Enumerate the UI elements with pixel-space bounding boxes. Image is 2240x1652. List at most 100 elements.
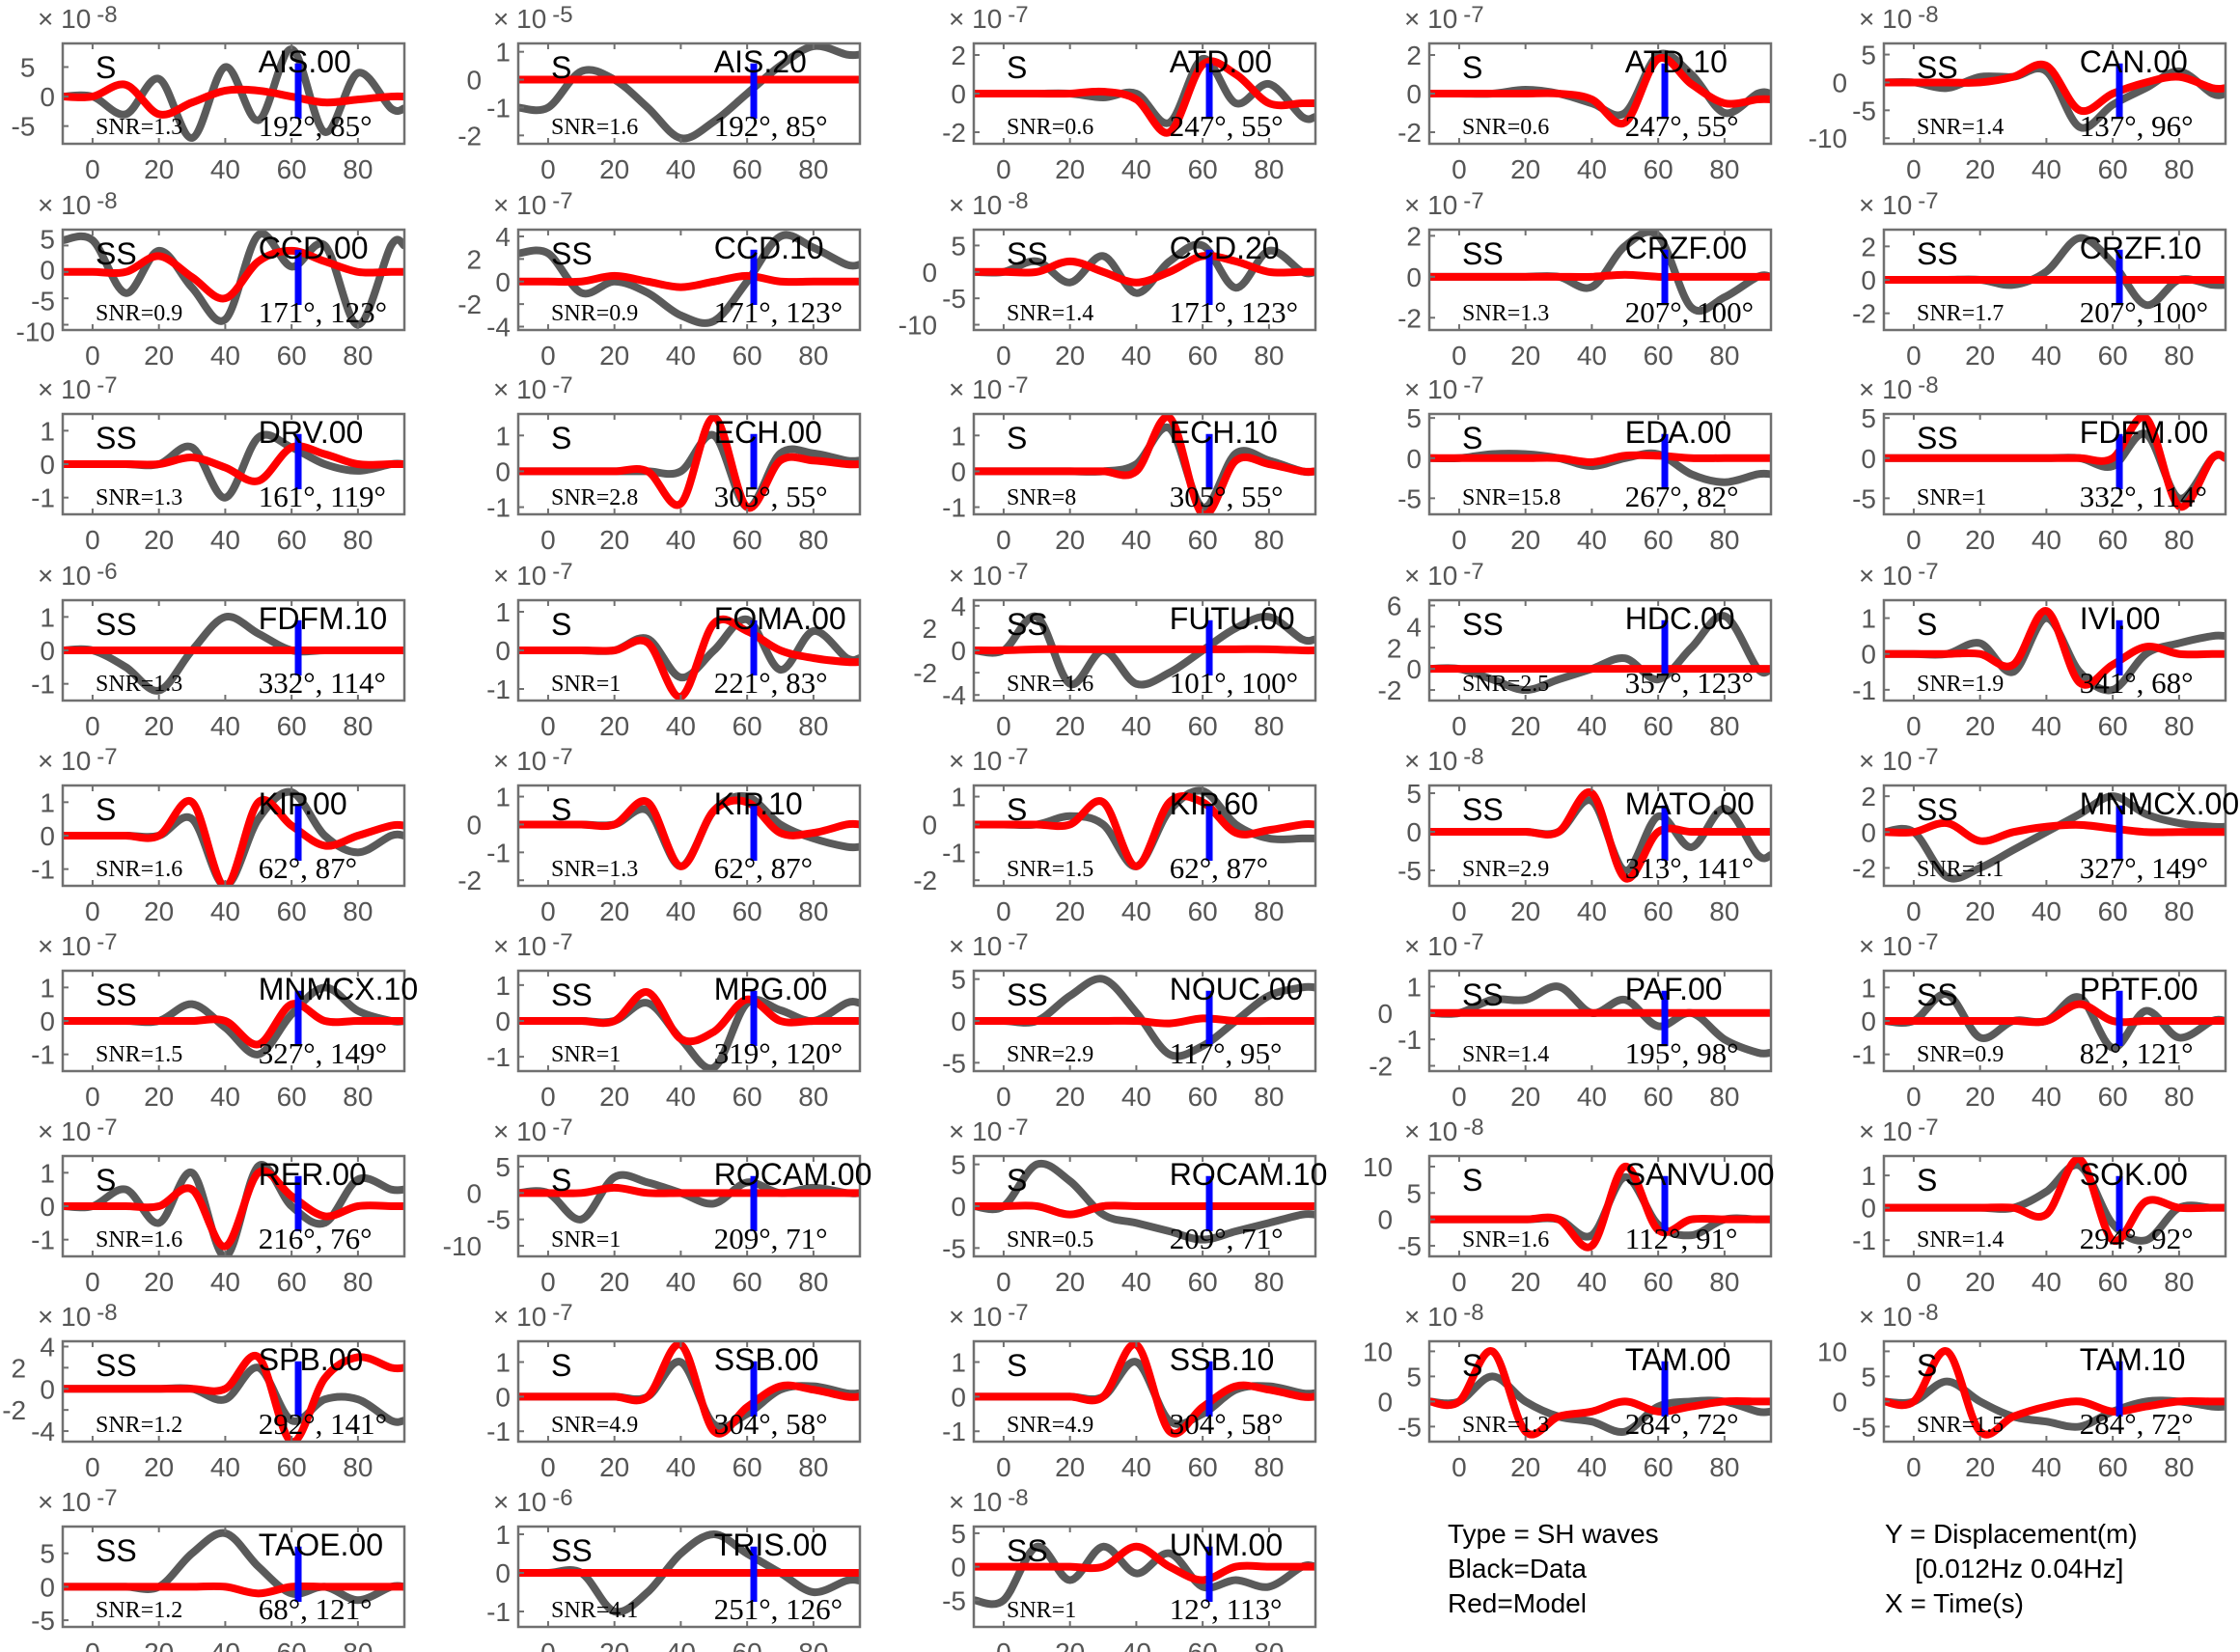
x-tick-label: 40	[1121, 341, 1151, 371]
y-tick-label: 5	[1406, 1178, 1422, 1208]
phase-label: S	[1917, 607, 1937, 642]
x-tick-label: 60	[277, 1638, 307, 1652]
phase-label: SS	[96, 421, 137, 455]
x-tick-label: 80	[2164, 525, 2194, 555]
y-tick-label: 0	[951, 1553, 966, 1583]
axes-box	[972, 1339, 1317, 1444]
y-tick-label: 5	[1861, 41, 1876, 70]
exponent-label: × 10 -7	[949, 1300, 1029, 1332]
exponent-label: × 10 -7	[949, 1115, 1029, 1146]
x-tick-label: 40	[1577, 1452, 1607, 1482]
x-tick-label: 80	[1254, 341, 1284, 371]
exponent-value: -7	[1463, 2, 1483, 28]
model-trace	[1884, 818, 2226, 845]
axes-box	[972, 1525, 1317, 1629]
x-tick-label: 40	[1577, 341, 1607, 371]
x-tick-label: 0	[1906, 1452, 1922, 1482]
axes-box	[61, 1525, 406, 1629]
y-tick-label: 1	[1861, 973, 1876, 1003]
exponent-base: × 10	[949, 1302, 1002, 1332]
x-tick-label: 20	[1965, 896, 1995, 926]
exponent-value: -7	[1008, 929, 1028, 955]
y-tick-label: -5	[942, 1233, 966, 1263]
y-tick-label: 0	[1861, 444, 1876, 474]
station-label: UNM.00	[1170, 1528, 1283, 1562]
x-tick-label: 20	[144, 1638, 174, 1652]
exponent-base: × 10	[493, 374, 546, 404]
x-tick-label: 60	[1644, 341, 1673, 371]
axes-box	[1882, 598, 2227, 702]
x-tick-label: 80	[1254, 1452, 1284, 1482]
x-tick-label: 40	[2032, 1082, 2061, 1112]
exponent-value: -7	[1463, 559, 1483, 585]
snr-label: SNR=15.8	[1462, 485, 1561, 510]
exponent-value: -8	[1918, 2, 1938, 28]
y-tick-label: 1	[40, 1158, 55, 1188]
exponent-value: -8	[1463, 1115, 1483, 1141]
y-tick-label: -1	[1397, 1025, 1422, 1055]
legend-line: X = Time(s)	[1885, 1588, 2024, 1618]
y-tick-label: 5	[951, 231, 966, 261]
angles-label: 68°, 121°	[259, 1592, 373, 1626]
y-tick-label: 4	[1406, 612, 1422, 642]
phase-label: S	[96, 1163, 116, 1198]
exponent-base: × 10	[38, 374, 91, 404]
x-tick-label: 40	[666, 711, 696, 741]
y-tick-label: 2	[923, 614, 938, 644]
x-tick-label: 20	[1510, 711, 1540, 741]
phase-label: SS	[1917, 50, 1958, 85]
x-tick-label: 0	[540, 1082, 556, 1112]
x-tick-label: 0	[996, 154, 1011, 184]
snr-label: SNR=2.9	[1007, 1042, 1093, 1067]
exponent-label: × 10 -7	[949, 372, 1029, 404]
x-tick-label: 60	[1188, 525, 1218, 555]
x-tick-label: 60	[1644, 711, 1673, 741]
y-tick-label: 0	[1861, 265, 1876, 295]
snr-label: SNR=1.4	[1007, 301, 1093, 326]
x-tick-label: 20	[1055, 1638, 1085, 1652]
x-tick-label: 80	[1254, 1638, 1284, 1652]
angles-label: 332°, 114°	[2080, 480, 2207, 513]
x-tick-label: 60	[733, 1638, 762, 1652]
axes-box	[972, 784, 1317, 888]
snr-label: SNR=0.6	[1007, 115, 1093, 140]
exponent-base: × 10	[38, 561, 91, 591]
y-tick-label: -2	[1852, 853, 1876, 883]
station-label: EDA.00	[1625, 415, 1731, 450]
exponent-base: × 10	[1404, 374, 1457, 404]
exponent-base: × 10	[1404, 190, 1457, 220]
exponent-label: × 10 -7	[1859, 559, 1939, 591]
y-tick-label: 0	[40, 636, 55, 666]
x-tick-label: 40	[1121, 1452, 1151, 1482]
x-tick-label: 40	[1121, 1638, 1151, 1652]
x-tick-label: 20	[1965, 341, 1995, 371]
x-tick-label: 80	[343, 525, 373, 555]
x-tick-label: 40	[1121, 1082, 1151, 1112]
station-label: AIS.00	[259, 44, 351, 79]
exponent-label: × 10 -7	[1404, 559, 1484, 591]
x-tick-label: 0	[1906, 1267, 1922, 1297]
angles-label: 171°, 123°	[259, 295, 387, 329]
model-trace	[974, 1542, 1315, 1584]
y-tick-label: -10	[899, 311, 937, 341]
exponent-label: × 10 -7	[38, 1485, 118, 1517]
y-tick-label: 4	[40, 1332, 55, 1362]
x-tick-label: 80	[1254, 154, 1284, 184]
y-tick-label: -1	[31, 1040, 55, 1070]
y-tick-label: -1	[486, 1042, 511, 1072]
exponent-value: -7	[1463, 188, 1483, 214]
exponent-base: × 10	[38, 4, 91, 34]
exponent-value: -7	[552, 188, 572, 214]
y-tick-label: 1	[40, 787, 55, 817]
station-label: NOUC.00	[1170, 972, 1304, 1006]
exponent-value: -6	[552, 1485, 572, 1511]
phase-label: S	[551, 607, 571, 642]
exponent-base: × 10	[949, 4, 1002, 34]
phase-label: SS	[1917, 792, 1958, 827]
y-tick-label: -5	[486, 1205, 511, 1235]
x-tick-label: 0	[1452, 1452, 1467, 1482]
